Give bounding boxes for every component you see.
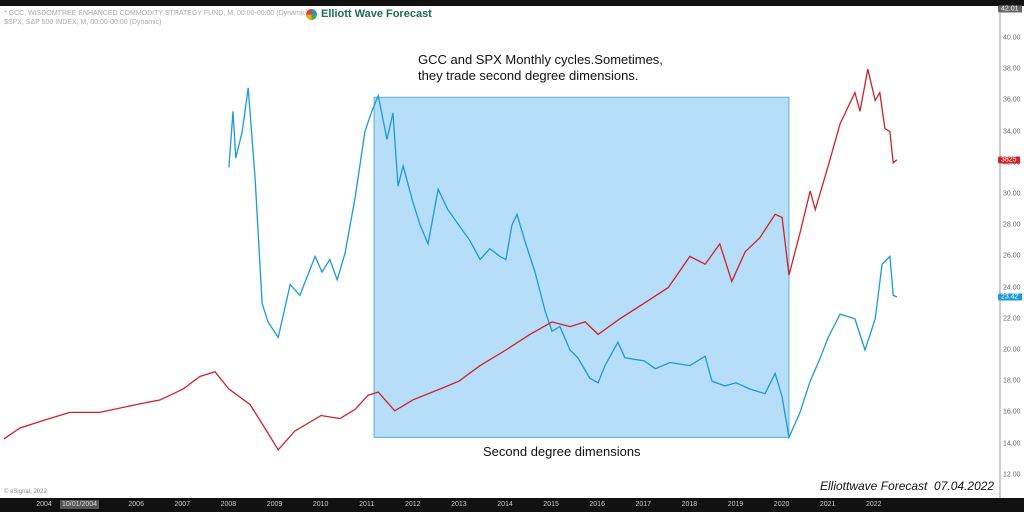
chart-annotation: GCC and SPX Monthly cycles.Sometimes, th… [418,52,663,84]
x-tick-label: 2012 [405,501,421,508]
last-price-tag-spx: 3825 [998,156,1020,164]
x-tick-label: 2017 [635,501,652,508]
logo-text: Elliott Wave Forecast [321,8,432,20]
y-tick-label: 24.00 [1003,284,1021,292]
x-tick-label: 2020 [773,501,790,508]
y-tick-label: 38.00 [1003,65,1021,73]
x-tick-label: 2018 [681,501,698,508]
cursor-date-label: 10/01/2004 [60,500,100,509]
x-axis-bar [0,498,1024,512]
y-tick-label: 12.00 [1003,471,1021,479]
x-tick-label: 2016 [589,501,605,508]
x-tick-label: 2021 [819,501,836,508]
y-tick-label: 36.00 [1003,96,1021,104]
x-tick-label: 2007 [174,501,191,508]
x-tick-label: 2009 [266,501,283,508]
x-tick-label: 2022 [866,501,882,508]
y-tick-label: 18.00 [1003,377,1021,385]
x-tick-label: 2010 [312,501,329,508]
x-tick-label: 2006 [128,501,144,508]
y-tick-label: 30.00 [1003,190,1021,198]
y-tick-label: 22.00 [1003,315,1021,323]
last-price-tag-gcc: 23.42 [998,293,1022,301]
y-top-label: 42.01 [998,5,1022,13]
x-tick-label: 2019 [727,501,744,508]
series-line-gcc [228,87,898,440]
y-tick-label: 28.00 [1003,221,1021,229]
y-tick-label: 26.00 [1003,252,1021,260]
x-tick-label: 2013 [451,501,467,508]
annotation-line-2: they trade second degree dimensions. [418,68,639,83]
x-tick-label: 2008 [220,501,237,508]
series-line-spx [3,69,898,451]
footer-watermark: Elliottwave Forecast 07.04.2022 [820,479,995,493]
x-tick-label: 2014 [497,501,513,508]
x-tick-label: 2015 [543,501,559,508]
x-tick-label: 2011 [359,501,375,508]
legend-spx: $SPX, S&P 500 INDEX, M, 00:00-00:00 (Dyn… [4,19,162,26]
annotation-line-1: GCC and SPX Monthly cycles.Sometimes, [418,52,663,67]
copyright: © eSignal, 2022 [4,489,47,495]
box-label: Second degree dimensions [483,444,641,459]
y-tick-label: 40.00 [1003,34,1021,42]
y-tick-label: 34.00 [1003,128,1021,136]
y-tick-label: 16.00 [1003,408,1021,416]
annotation-box [373,96,790,438]
x-tick-label: 2004 [36,501,52,508]
y-tick-label: 20.00 [1003,346,1021,354]
logo: Elliott Wave Forecast [306,8,432,20]
y-tick-label: 14.00 [1003,440,1021,448]
legend-gcc: * GCC, WISDOMTREE ENHANCED COMMODITY STR… [4,10,309,17]
logo-icon [306,8,317,20]
series-legend: * GCC, WISDOMTREE ENHANCED COMMODITY STR… [4,9,308,27]
